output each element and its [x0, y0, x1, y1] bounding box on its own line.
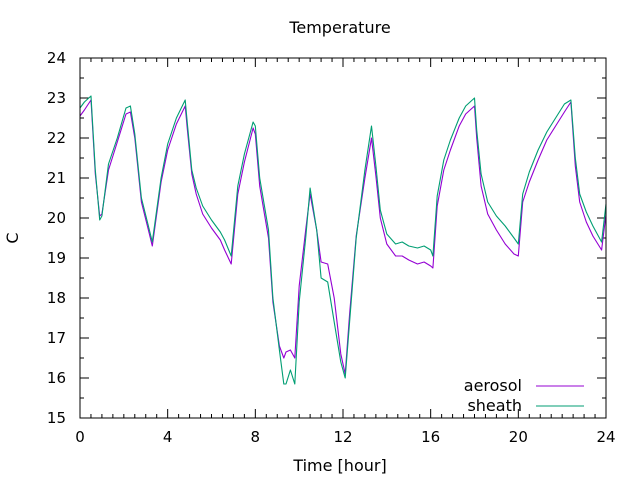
x-axis-label: Time [hour] — [292, 456, 386, 475]
y-tick-label: 15 — [47, 409, 66, 427]
y-tick-label: 21 — [47, 169, 66, 187]
series-line-sheath — [79, 95, 607, 385]
x-tick-label: 0 — [75, 428, 85, 446]
plot-frame — [79, 57, 607, 419]
y-axis-label: C — [3, 232, 22, 243]
x-tick-label: 12 — [333, 428, 352, 446]
data-series — [79, 95, 607, 385]
series-line-aerosol — [79, 99, 607, 375]
x-tick-label: 20 — [509, 428, 528, 446]
y-tick-label: 16 — [47, 369, 66, 387]
x-tick-label: 24 — [596, 428, 615, 446]
y-tick-label: 19 — [47, 249, 66, 267]
y-tick-label: 20 — [47, 209, 66, 227]
x-tick-label: 16 — [421, 428, 440, 446]
legend-label-aerosol: aerosol — [464, 376, 522, 395]
legend-label-sheath: sheath — [467, 396, 522, 415]
chart-title: Temperature — [288, 18, 390, 37]
y-tick-label: 24 — [47, 49, 66, 67]
y-tick-label: 23 — [47, 89, 66, 107]
y-tick-label: 18 — [47, 289, 66, 307]
x-tick-label: 4 — [163, 428, 173, 446]
y-tick-label: 17 — [47, 329, 66, 347]
x-tick-label: 8 — [251, 428, 261, 446]
y-tick-label: 22 — [47, 129, 66, 147]
axis-ticks: 0 4 8 12 16 20 24 15 16 17 18 19 20 21 22 23 24 — [47, 49, 616, 446]
